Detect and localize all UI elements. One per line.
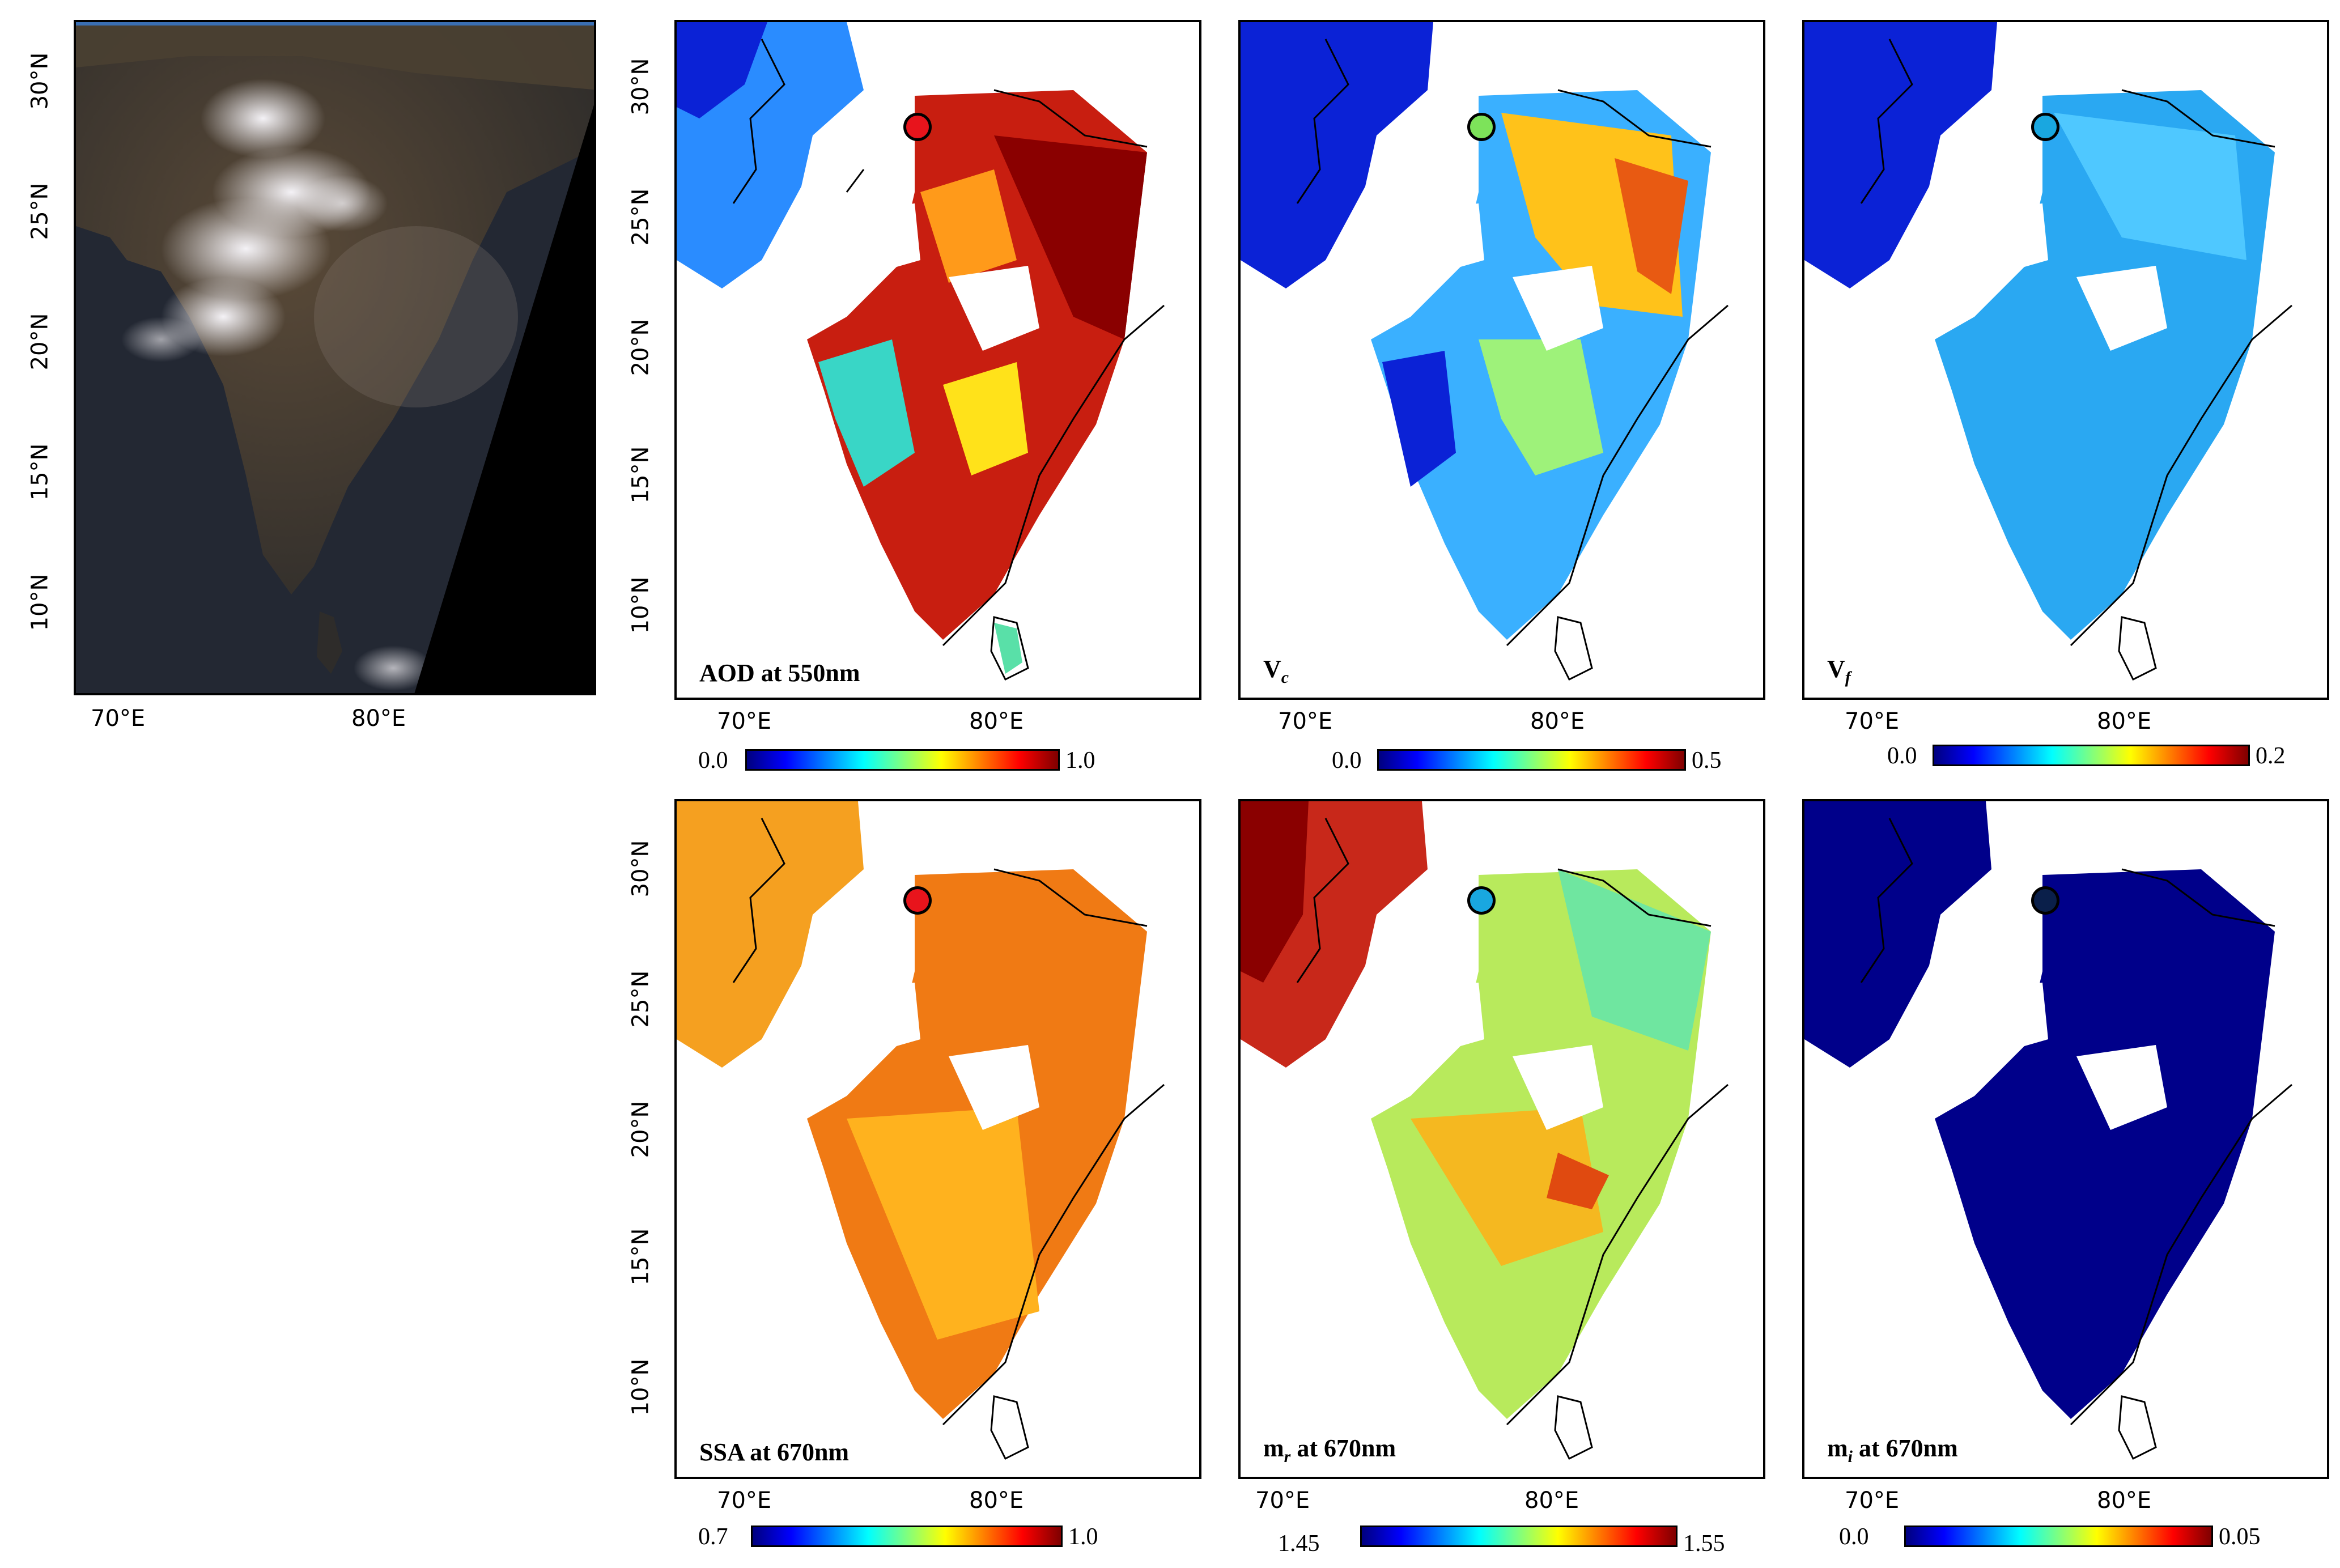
sat-lat-tick-30: 30°N	[27, 52, 53, 110]
lon-tick-80-p5: 80°E	[1524, 1488, 1579, 1514]
cbar-mr	[1360, 1525, 1678, 1547]
map-panel-mi: mi at 670nm	[1802, 799, 2329, 1479]
aod-field	[677, 22, 1165, 681]
cbar-mi	[1904, 1525, 2213, 1547]
lon-tick-80-p2: 80°E	[1530, 708, 1585, 734]
cbar-vc-max: 0.5	[1692, 747, 1722, 774]
true-color-satellite	[76, 22, 594, 693]
cbar-mr-max: 1.55	[1683, 1531, 1725, 1557]
aod-site-marker	[903, 113, 932, 141]
lon-tick-80-p3: 80°E	[2097, 708, 2152, 734]
lat-tick-15-top: 15°N	[627, 446, 654, 504]
lat-tick-10-bottom: 10°N	[627, 1358, 654, 1416]
ssa-field	[677, 801, 1165, 1460]
ssa-panel-title: SSA at 670nm	[699, 1438, 850, 1466]
cbar-ssa	[751, 1525, 1063, 1547]
lon-tick-70-p1: 70°E	[717, 708, 772, 734]
cbar-aod-max: 1.0	[1065, 747, 1095, 774]
lat-tick-10-top: 10°N	[627, 576, 654, 634]
lon-tick-80-p1: 80°E	[969, 708, 1024, 734]
cbar-ssa-max: 1.0	[1068, 1524, 1098, 1550]
cbar-vf-min: 0.0	[1887, 743, 1917, 769]
lat-tick-25-bottom: 25°N	[627, 970, 654, 1028]
sat-lat-tick-20: 20°N	[27, 313, 53, 371]
mi-site-marker	[2031, 886, 2059, 915]
cbar-aod	[745, 749, 1060, 771]
mr-site-marker	[1467, 886, 1496, 915]
ssa-site-marker	[903, 886, 932, 915]
cbar-vf	[1933, 745, 2250, 766]
lat-tick-20-top: 20°N	[627, 318, 654, 376]
sat-lon-tick-70: 70°E	[91, 706, 146, 732]
lat-tick-15-bottom: 15°N	[627, 1228, 654, 1286]
vc-panel-title: Vc	[1263, 655, 1289, 687]
vf-panel-title: Vf	[1827, 655, 1851, 687]
map-panel-vf: Vf	[1802, 20, 2329, 700]
sat-lat-tick-15: 15°N	[27, 443, 53, 501]
cbar-mi-max: 0.05	[2219, 1524, 2261, 1550]
vc-field	[1241, 22, 1729, 681]
sat-lat-tick-25: 25°N	[27, 182, 53, 240]
cbar-vc	[1377, 749, 1686, 771]
vf-site-marker	[2031, 113, 2059, 141]
mi-field	[1804, 801, 2292, 1460]
map-panel-aod: AOD at 550nm	[674, 20, 1201, 700]
cbar-ssa-min: 0.7	[698, 1524, 728, 1550]
map-panel-mr: mr at 670nm	[1238, 799, 1765, 1479]
mr-panel-title: mr at 670nm	[1263, 1434, 1396, 1466]
aod-panel-title: AOD at 550nm	[699, 659, 860, 687]
lat-tick-30-bottom: 30°N	[627, 840, 654, 898]
cbar-mr-min: 1.45	[1278, 1531, 1320, 1557]
vf-field	[1804, 22, 2292, 681]
lon-tick-70-p3: 70°E	[1845, 708, 1900, 734]
map-panel-ssa: SSA at 670nm	[674, 799, 1201, 1479]
vc-site-marker	[1467, 113, 1496, 141]
lat-tick-30-top: 30°N	[627, 58, 654, 116]
mi-panel-title: mi at 670nm	[1827, 1434, 1958, 1466]
sat-lat-tick-10: 10°N	[27, 573, 53, 631]
cbar-vf-max: 0.2	[2256, 743, 2286, 769]
lon-tick-80-p4: 80°E	[969, 1488, 1024, 1514]
cbar-mi-min: 0.0	[1839, 1524, 1869, 1550]
lat-tick-20-bottom: 20°N	[627, 1100, 654, 1158]
lon-tick-70-p4: 70°E	[717, 1488, 772, 1514]
lon-tick-70-p5: 70°E	[1255, 1488, 1310, 1514]
lon-tick-70-p2: 70°E	[1278, 708, 1333, 734]
lon-tick-70-p6: 70°E	[1845, 1488, 1900, 1514]
satellite-image-panel	[74, 20, 596, 695]
lat-tick-25-top: 25°N	[627, 188, 654, 246]
cbar-vc-min: 0.0	[1332, 747, 1362, 774]
cbar-aod-min: 0.0	[698, 747, 728, 774]
map-panel-vc: Vc	[1238, 20, 1765, 700]
sat-lon-tick-80: 80°E	[351, 706, 406, 732]
mr-field	[1241, 801, 1729, 1460]
lon-tick-80-p6: 80°E	[2097, 1488, 2152, 1514]
